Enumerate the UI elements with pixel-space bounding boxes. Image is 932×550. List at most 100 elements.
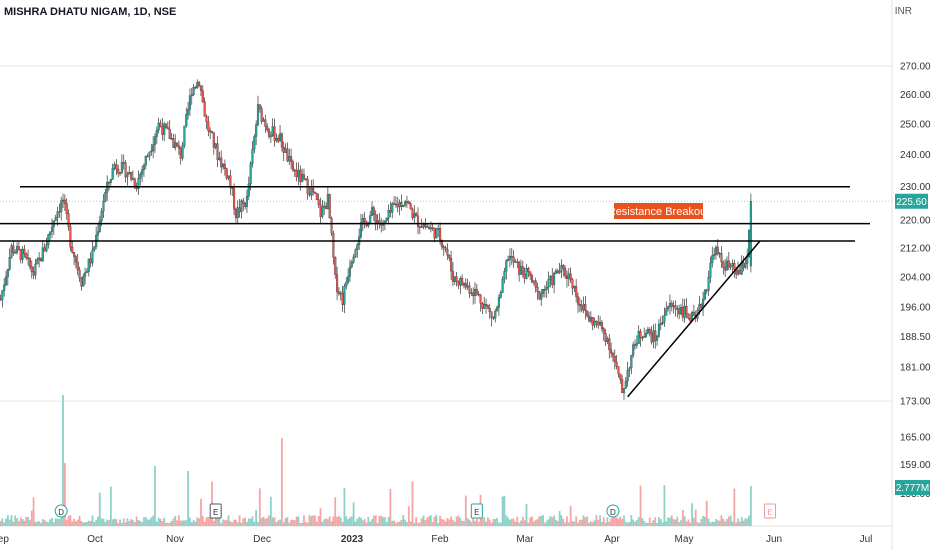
volume-bar [718, 520, 721, 526]
candle-body [656, 336, 659, 341]
candle-body [339, 292, 342, 295]
candle-body [65, 203, 68, 214]
volume-bar [62, 395, 64, 526]
candle-body [76, 261, 79, 271]
volume-bar [417, 522, 419, 526]
volume-bar [678, 522, 681, 526]
volume-bar [117, 522, 120, 526]
volume-bar [95, 520, 98, 526]
candle-body [650, 332, 653, 343]
volume-bar [144, 516, 147, 526]
candle-body [466, 285, 469, 288]
candle-body [411, 208, 414, 218]
volume-bar [582, 515, 585, 526]
volume-bar [361, 520, 364, 526]
volume-bar [301, 522, 304, 526]
marker-shape [606, 504, 620, 518]
volume-bar [179, 520, 182, 526]
volume-bar [60, 515, 63, 526]
badge-box [895, 193, 928, 209]
volume-bar [599, 515, 601, 526]
volume-bar [676, 516, 679, 526]
candle-body [93, 246, 96, 251]
volume-bar [132, 520, 134, 526]
volume-bar [273, 517, 276, 526]
volume-bar [387, 517, 390, 526]
last-volume-badge: 2.777M [895, 480, 930, 495]
volume-bar [529, 517, 532, 526]
volume-bar [441, 518, 443, 526]
candle-body [23, 248, 26, 254]
candle-body [444, 247, 447, 250]
candle-body [692, 311, 695, 316]
volume-bar [586, 516, 589, 526]
volume-bar [518, 522, 521, 526]
candle-body [233, 188, 236, 210]
volume-bar [295, 516, 298, 526]
candle-body [439, 228, 442, 241]
candle-body [164, 123, 168, 128]
candle-body [707, 277, 710, 291]
candle-body [492, 317, 495, 319]
volume-bar [520, 520, 522, 526]
price-axis[interactable]: 270.00 260.00 250.00 240.00 230.00 220.00 212.… [900, 62, 931, 501]
candle-body [120, 162, 123, 173]
candle-body [459, 277, 462, 286]
x-tick-label: Oct [87, 534, 103, 545]
candle-body [107, 181, 111, 184]
candle-body [201, 90, 204, 102]
volume-bar [512, 518, 515, 526]
candle-body [328, 194, 331, 219]
volume-bar [540, 516, 543, 526]
candle-body [591, 317, 594, 326]
volume-bar [626, 522, 629, 526]
y-tick-label: 159.00 [900, 460, 931, 471]
volume-bar [288, 522, 291, 526]
volume-bar [56, 518, 59, 526]
candle-body [334, 257, 337, 275]
volume-bar [534, 520, 537, 526]
candle-body [679, 307, 683, 315]
candle-body [481, 303, 484, 309]
candle-body [293, 169, 296, 172]
candle-body [17, 246, 20, 250]
volume-bar [358, 516, 361, 526]
volume-bar [413, 522, 416, 526]
volume-bar [501, 496, 504, 526]
volume-bar [170, 520, 173, 526]
volume-bar [477, 521, 480, 526]
candle-body [484, 304, 488, 306]
volume-bar [104, 521, 107, 526]
x-tick-label: Nov [166, 534, 184, 545]
candle-body [369, 215, 372, 224]
volume-bar [564, 522, 567, 526]
volume-bar [389, 488, 392, 526]
time-axis[interactable]: Sep Oct Nov Dec 2023 Feb Mar Apr May Jun Jul [0, 534, 872, 545]
candle-body [610, 349, 613, 354]
candle-body [464, 283, 467, 288]
volume-bar [166, 522, 169, 526]
candle-body [199, 85, 203, 91]
volume-bar [532, 521, 535, 526]
candle-body [468, 285, 471, 294]
candle-body [435, 228, 438, 239]
volume-bar [292, 519, 294, 526]
volume-bar [52, 522, 55, 526]
volume-bar [371, 519, 373, 526]
candle-body [69, 226, 72, 248]
dividend-marker: D [606, 504, 620, 518]
candle-body [295, 169, 298, 178]
candle-body [635, 343, 638, 346]
volume-bar [639, 485, 642, 526]
volume-bar [615, 517, 618, 526]
candle-body [157, 122, 160, 131]
volume-bar [602, 517, 605, 526]
volume-bar [262, 516, 265, 526]
candle-body [442, 246, 445, 249]
volume-bar [233, 519, 235, 526]
volume-bar [249, 518, 252, 526]
candle-body [280, 133, 283, 148]
candle-body [405, 201, 409, 203]
volume-bar [235, 519, 237, 526]
